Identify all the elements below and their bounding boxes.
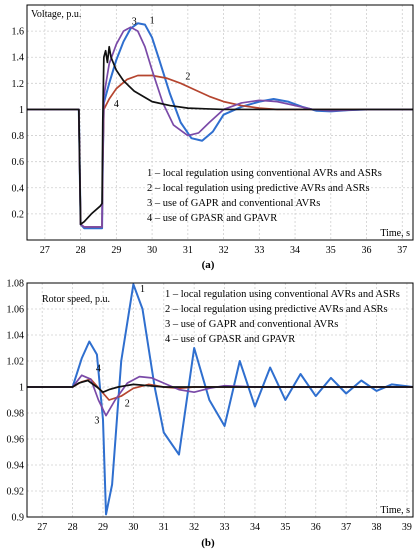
rotor-speed-ytick-label: 1.04 xyxy=(7,331,25,342)
rotor-speed-ytick-label: 0.92 xyxy=(7,487,25,498)
rotor-speed-chart-series xyxy=(27,283,414,516)
voltage-xtick-label: 32 xyxy=(219,245,229,256)
rotor-speed-xtick-label: 34 xyxy=(250,522,260,533)
voltage-series-4-line xyxy=(27,45,413,226)
rotor-speed-ytick-label: 1.06 xyxy=(7,305,25,316)
rotor-speed-xtick-label: 31 xyxy=(159,522,169,533)
voltage-xtick-label: 27 xyxy=(40,245,50,256)
rotor-speed-xtick-label: 37 xyxy=(341,522,351,533)
voltage-xtick-label: 31 xyxy=(183,245,193,256)
voltage-legend-entry-1: 1 – local regulation using conventional … xyxy=(147,168,382,179)
voltage-chart-panel: 27 28 29 30 31 32 33 34 35 36 370.20.40.60.811.21.… xyxy=(12,4,414,271)
rotor-speed-xtick-label: 27 xyxy=(37,522,47,533)
rotor-speed-chart-ylabel: Rotor speed, p.u. xyxy=(42,294,110,305)
voltage-legend-entry-3: 3 – use of GAPR and conventional AVRs xyxy=(147,198,320,209)
voltage-xtick-label: 34 xyxy=(290,245,300,256)
voltage-ytick-label: 0.4 xyxy=(12,183,25,194)
rotor-speed-ytick-label: 1 xyxy=(19,383,24,394)
voltage-series-label-2: 2 xyxy=(185,71,190,82)
rotor-speed-chart-series-labels: 1 2 3 4 xyxy=(94,284,145,426)
rotor-legend-entry-2: 2 – local regulation using predictive AV… xyxy=(165,304,388,315)
rotor-speed-xtick-label: 35 xyxy=(280,522,290,533)
voltage-chart-series xyxy=(27,22,413,230)
rotor-speed-xtick-label: 32 xyxy=(189,522,199,533)
rotor-speed-series-4-line xyxy=(27,379,413,394)
voltage-chart-ylabel: Voltage, p.u. xyxy=(31,9,81,20)
voltage-xtick-label: 29 xyxy=(111,245,121,256)
rotor-speed-ytick-label: 0.96 xyxy=(7,435,25,446)
rotor-legend-entry-3: 3 – use of GAPR and conventional AVRs xyxy=(165,319,338,330)
voltage-ytick-label: 0.8 xyxy=(12,131,25,142)
rotor-speed-xtick-label: 38 xyxy=(372,522,382,533)
rotor-speed-chart-ticks: 27 28 29 30 31 32 33 34 35 36 37 38 390.90.920.940.9… xyxy=(7,279,412,534)
voltage-ytick-label: 0.2 xyxy=(12,209,25,220)
rotor-speed-series-2-line xyxy=(27,378,413,401)
rotor-speed-ytick-label: 1.08 xyxy=(7,279,25,290)
voltage-xtick-label: 30 xyxy=(147,245,157,256)
rotor-speed-xtick-label: 30 xyxy=(128,522,138,533)
rotor-speed-series-label-4: 4 xyxy=(96,363,101,374)
rotor-speed-chart-legend: 1 – local regulation using conventional … xyxy=(165,289,400,345)
voltage-chart-caption: (a) xyxy=(202,259,215,271)
voltage-chart-xlabel: Time, s xyxy=(380,228,410,239)
rotor-speed-chart-frame xyxy=(26,282,414,518)
voltage-chart-frame xyxy=(26,4,414,241)
voltage-xtick-label: 35 xyxy=(326,245,336,256)
voltage-ytick-label: 1.4 xyxy=(12,53,25,64)
voltage-xtick-label: 37 xyxy=(397,245,407,256)
voltage-chart-ticks: 27 28 29 30 31 32 33 34 35 36 37 0.2 0.4 0.6 0.8 1 1.2 1.… xyxy=(12,27,408,256)
voltage-ytick-label: 0.6 xyxy=(12,157,25,168)
voltage-ytick-label: 1.6 xyxy=(12,27,25,38)
voltage-legend-entry-2: 2 – local regulation using predictive AV… xyxy=(147,183,370,194)
rotor-speed-xtick-label: 33 xyxy=(220,522,230,533)
rotor-speed-chart-caption: (b) xyxy=(201,537,215,549)
rotor-speed-xtick-label: 39 xyxy=(402,522,412,533)
rotor-speed-chart-xlabel: Time, s xyxy=(380,505,410,516)
voltage-ytick-label: 1.2 xyxy=(12,79,25,90)
voltage-series-label-4: 4 xyxy=(114,99,119,110)
voltage-chart-legend: 1 – local regulation using conventional … xyxy=(147,168,382,224)
rotor-speed-xtick-label: 29 xyxy=(98,522,108,533)
voltage-chart-grid xyxy=(27,5,413,240)
voltage-xtick-label: 28 xyxy=(76,245,86,256)
rotor-legend-entry-4: 4 – use of GPASR and GPAVR xyxy=(165,334,295,345)
rotor-speed-chart-panel: 27 28 29 30 31 32 33 34 35 36 37 38 390.90.920.940.9… xyxy=(7,279,414,549)
voltage-series-label-1: 1 xyxy=(150,15,155,26)
rotor-legend-entry-1: 1 – local regulation using conventional … xyxy=(165,289,400,300)
rotor-speed-ytick-label: 1.02 xyxy=(7,357,25,368)
rotor-speed-series-1-line xyxy=(27,283,414,516)
voltage-series-label-3: 3 xyxy=(132,17,137,28)
voltage-ytick-label: 1 xyxy=(19,105,24,116)
voltage-chart-series-labels: 1 2 3 4 xyxy=(114,15,190,110)
rotor-speed-xtick-label: 36 xyxy=(311,522,321,533)
rotor-speed-series-label-2: 2 xyxy=(125,399,130,410)
voltage-xtick-label: 36 xyxy=(362,245,372,256)
rotor-speed-xtick-label: 28 xyxy=(68,522,78,533)
rotor-speed-series-label-3: 3 xyxy=(94,415,99,426)
rotor-speed-series-label-1: 1 xyxy=(140,284,145,295)
rotor-speed-ytick-label: 0.94 xyxy=(7,461,25,472)
rotor-speed-ytick-label: 0.98 xyxy=(7,409,25,420)
voltage-xtick-label: 33 xyxy=(254,245,264,256)
voltage-legend-entry-4: 4 – use of GPASR and GPAVR xyxy=(147,213,277,224)
rotor-speed-ytick-label: 0.9 xyxy=(12,513,25,524)
